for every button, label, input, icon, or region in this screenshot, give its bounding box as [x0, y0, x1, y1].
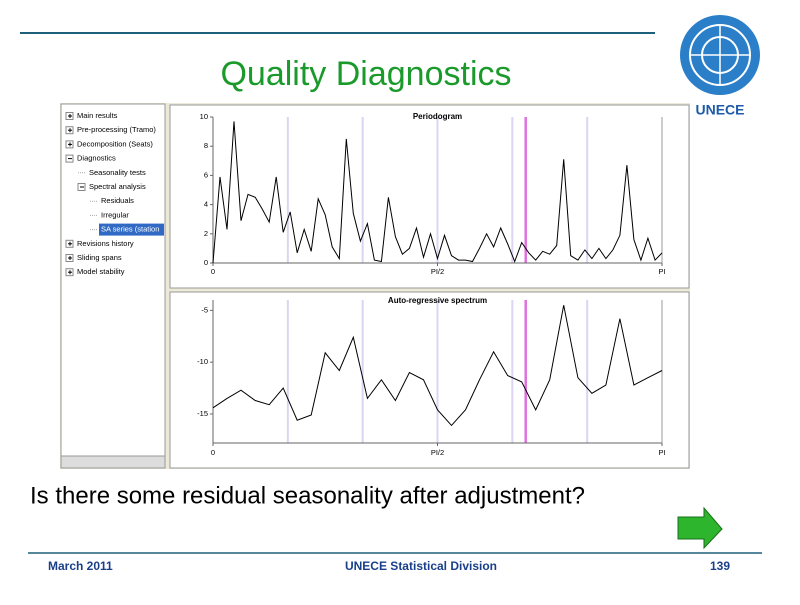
logo-plate [686, 98, 754, 120]
x-tick-label: PI [658, 448, 665, 457]
y-tick-label: 10 [200, 112, 208, 121]
tree-item[interactable]: Residuals [101, 196, 134, 205]
chart-panel [169, 104, 690, 289]
y-tick-label: -10 [197, 357, 208, 366]
tree-scrollbar[interactable] [60, 455, 166, 469]
selection [99, 223, 164, 236]
x-tick-label: PI [658, 267, 665, 276]
slide-title: Quality Diagnostics [220, 55, 511, 93]
footer-date: March 2011 [48, 559, 113, 573]
y-tick-label: 0 [204, 258, 208, 267]
x-tick-label: PI/2 [431, 267, 444, 276]
chart-title: Auto-regressive spectrum [388, 296, 487, 305]
y-tick-label: 8 [204, 141, 208, 150]
y-tick-label: -5 [201, 305, 208, 314]
tree-item[interactable]: Irregular [101, 210, 129, 219]
y-tick-label: -15 [197, 409, 208, 418]
tree-panel [60, 103, 166, 457]
tree-item[interactable]: Seasonality tests [89, 168, 146, 177]
tree-item[interactable]: Spectral analysis [89, 182, 146, 191]
tree-item[interactable]: Pre-processing (Tramo) [77, 125, 156, 134]
tree: Main results Pre-processing (Tramo) Decomp… [65, 111, 164, 277]
logo-label: UNECE [695, 102, 744, 118]
tree-item[interactable]: Sliding spans [77, 253, 122, 262]
footer-page: 139 [710, 559, 730, 573]
logo: UNECE [680, 15, 760, 120]
chart-title: Periodogram [413, 112, 462, 121]
y-tick-label: 6 [204, 170, 208, 179]
x-tick-label: PI/2 [431, 448, 444, 457]
tree-item[interactable]: Diagnostics [77, 154, 116, 163]
next-arrow[interactable] [677, 506, 723, 550]
series-line [212, 121, 663, 264]
footer-org: UNECE Statistical Division [345, 559, 497, 573]
x-tick-label: 0 [211, 448, 215, 457]
tree-item[interactable]: SA series (station [101, 225, 159, 234]
chart-panel [169, 291, 690, 469]
x-tick-label: 0 [211, 267, 215, 276]
tree-item[interactable]: Main results [77, 111, 118, 120]
y-tick-label: 4 [204, 200, 208, 209]
question: Is there some residual seasonality after… [30, 482, 585, 509]
y-tick-label: 2 [204, 229, 208, 238]
series-line [212, 305, 663, 427]
tree-item[interactable]: Decomposition (Seats) [77, 139, 153, 148]
tree-item[interactable]: Model stability [77, 267, 125, 276]
tree-item[interactable]: Revisions history [77, 239, 134, 248]
